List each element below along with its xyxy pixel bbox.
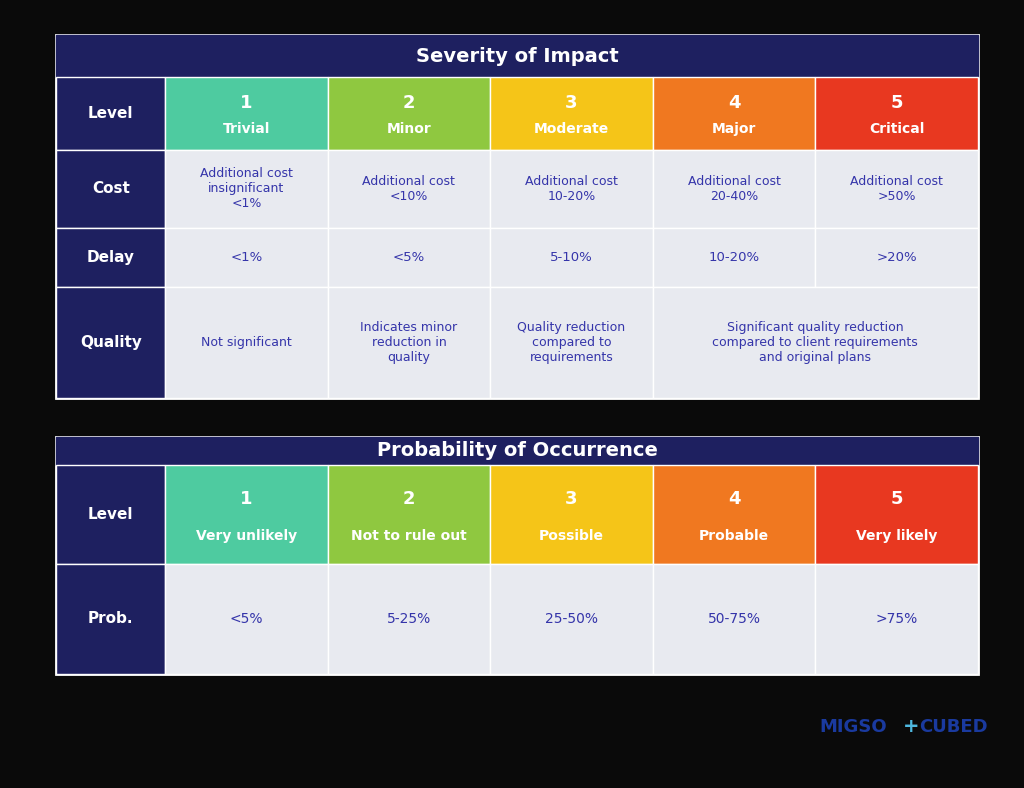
FancyBboxPatch shape [652, 150, 815, 228]
FancyBboxPatch shape [490, 228, 652, 288]
Text: Additional cost
insignificant
<1%: Additional cost insignificant <1% [200, 167, 293, 210]
Text: Delay: Delay [87, 250, 135, 265]
Text: Cost: Cost [92, 181, 130, 196]
FancyBboxPatch shape [56, 35, 978, 77]
Text: Quality reduction
compared to
requirements: Quality reduction compared to requiremen… [517, 322, 626, 364]
FancyBboxPatch shape [652, 465, 815, 564]
FancyBboxPatch shape [165, 564, 328, 674]
Text: Probability of Occurrence: Probability of Occurrence [377, 441, 657, 460]
FancyBboxPatch shape [56, 35, 978, 398]
FancyBboxPatch shape [328, 288, 490, 398]
FancyBboxPatch shape [815, 150, 978, 228]
FancyBboxPatch shape [56, 228, 165, 288]
FancyBboxPatch shape [815, 465, 978, 564]
FancyBboxPatch shape [56, 437, 978, 674]
Text: Trivial: Trivial [222, 122, 270, 136]
Text: Quality: Quality [80, 335, 141, 350]
FancyBboxPatch shape [165, 465, 328, 564]
FancyBboxPatch shape [328, 77, 490, 150]
Text: <1%: <1% [230, 251, 262, 264]
Text: Minor: Minor [386, 122, 431, 136]
Text: Prob.: Prob. [88, 611, 133, 626]
FancyBboxPatch shape [328, 228, 490, 288]
Text: 2: 2 [402, 490, 415, 508]
Text: <5%: <5% [393, 251, 425, 264]
FancyBboxPatch shape [56, 77, 165, 150]
FancyBboxPatch shape [56, 288, 165, 398]
Text: 5: 5 [891, 94, 903, 112]
Text: 4: 4 [728, 490, 740, 508]
FancyBboxPatch shape [165, 77, 328, 150]
FancyBboxPatch shape [56, 564, 165, 674]
Text: 5: 5 [891, 490, 903, 508]
Text: Significant quality reduction
compared to client requirements
and original plans: Significant quality reduction compared t… [713, 322, 919, 364]
Text: 25-50%: 25-50% [545, 611, 598, 626]
Text: Very likely: Very likely [856, 529, 937, 543]
Text: 1: 1 [240, 490, 253, 508]
FancyBboxPatch shape [490, 564, 652, 674]
Text: Indicates minor
reduction in
quality: Indicates minor reduction in quality [360, 322, 458, 364]
Text: Critical: Critical [869, 122, 925, 136]
FancyBboxPatch shape [165, 228, 328, 288]
Text: Severity of Impact: Severity of Impact [416, 46, 618, 66]
Text: Additional cost
10-20%: Additional cost 10-20% [525, 175, 617, 203]
FancyBboxPatch shape [328, 465, 490, 564]
Text: Probable: Probable [699, 529, 769, 543]
Text: >75%: >75% [876, 611, 918, 626]
Text: Not significant: Not significant [201, 336, 292, 349]
FancyBboxPatch shape [56, 150, 165, 228]
Text: Very unlikely: Very unlikely [196, 529, 297, 543]
Text: Not to rule out: Not to rule out [351, 529, 467, 543]
Text: 50-75%: 50-75% [708, 611, 761, 626]
FancyBboxPatch shape [328, 150, 490, 228]
Text: Major: Major [712, 122, 757, 136]
Text: CUBED: CUBED [920, 718, 988, 735]
Text: Level: Level [88, 507, 133, 522]
Text: 3: 3 [565, 490, 578, 508]
FancyBboxPatch shape [490, 150, 652, 228]
FancyBboxPatch shape [652, 288, 978, 398]
Text: Additional cost
20-40%: Additional cost 20-40% [688, 175, 780, 203]
FancyBboxPatch shape [652, 564, 815, 674]
Text: Moderate: Moderate [534, 122, 609, 136]
Text: MIGSO: MIGSO [819, 718, 887, 735]
Text: <5%: <5% [229, 611, 263, 626]
FancyBboxPatch shape [815, 564, 978, 674]
Text: +: + [903, 717, 920, 736]
FancyBboxPatch shape [56, 465, 165, 564]
FancyBboxPatch shape [490, 465, 652, 564]
Text: 2: 2 [402, 94, 415, 112]
Text: Level: Level [88, 106, 133, 121]
FancyBboxPatch shape [652, 228, 815, 288]
Text: 5-10%: 5-10% [550, 251, 593, 264]
Text: 10-20%: 10-20% [709, 251, 760, 264]
Text: Additional cost
>50%: Additional cost >50% [850, 175, 943, 203]
FancyBboxPatch shape [490, 288, 652, 398]
FancyBboxPatch shape [490, 77, 652, 150]
FancyBboxPatch shape [56, 437, 978, 465]
FancyBboxPatch shape [815, 77, 978, 150]
FancyBboxPatch shape [165, 288, 328, 398]
FancyBboxPatch shape [652, 77, 815, 150]
FancyBboxPatch shape [815, 228, 978, 288]
Text: Additional cost
<10%: Additional cost <10% [362, 175, 456, 203]
Text: >20%: >20% [877, 251, 916, 264]
Text: 3: 3 [565, 94, 578, 112]
Text: Possible: Possible [539, 529, 604, 543]
Text: 5-25%: 5-25% [387, 611, 431, 626]
FancyBboxPatch shape [165, 150, 328, 228]
FancyBboxPatch shape [328, 564, 490, 674]
Text: 1: 1 [240, 94, 253, 112]
Text: 4: 4 [728, 94, 740, 112]
